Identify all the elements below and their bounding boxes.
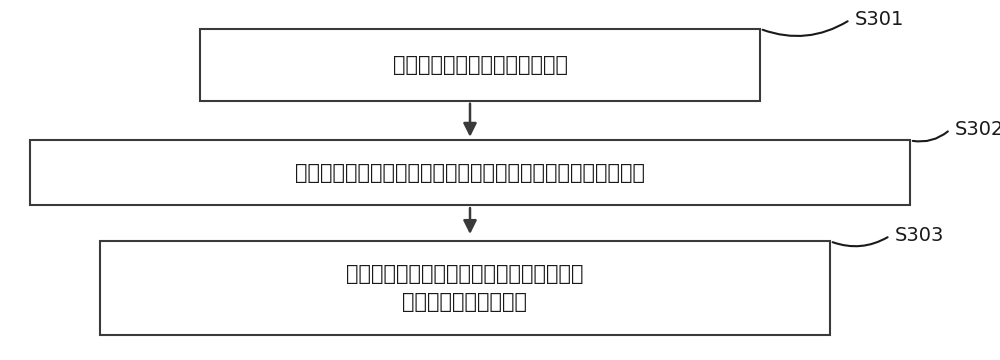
FancyBboxPatch shape xyxy=(100,241,830,335)
Text: 根据实例的语义信息和语义信息库确定实例: 根据实例的语义信息和语义信息库确定实例 xyxy=(346,265,584,284)
FancyBboxPatch shape xyxy=(200,29,760,101)
Text: 根据实例的类别对应的特征提取神经网络确定实例的语义信息。: 根据实例的类别对应的特征提取神经网络确定实例的语义信息。 xyxy=(295,163,645,183)
Text: S303: S303 xyxy=(895,226,944,245)
FancyBboxPatch shape xyxy=(30,140,910,205)
Text: 根据神经网络判断实例的类别。: 根据神经网络判断实例的类别。 xyxy=(393,55,568,75)
Text: S301: S301 xyxy=(855,10,904,29)
Text: S302: S302 xyxy=(955,120,1000,139)
Text: 级别信息的信息类别。: 级别信息的信息类别。 xyxy=(402,292,528,311)
